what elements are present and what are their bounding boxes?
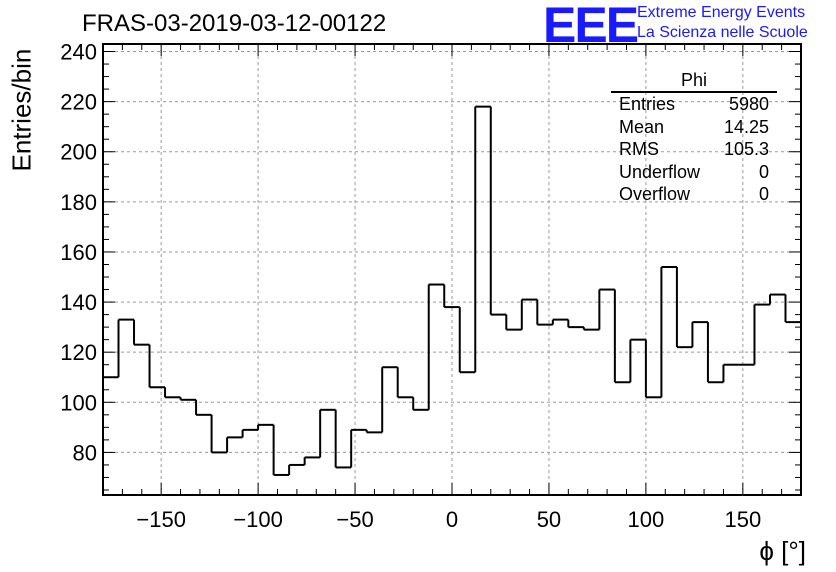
stats-value: 0 (758, 161, 769, 182)
y-tick-label: 220 (60, 90, 97, 115)
y-tick-label: 80 (73, 440, 97, 465)
x-tick-label: 0 (446, 507, 458, 532)
logo-line-2: La Scienza nelle Scuole (637, 24, 808, 41)
y-tick-label: 140 (60, 290, 97, 315)
x-tick-label: 50 (537, 507, 561, 532)
stats-row-entries: Entries 5980 (611, 93, 777, 116)
x-tick-label: −150 (136, 507, 186, 532)
x-tick-label: 150 (724, 507, 761, 532)
stats-label: Overflow (619, 184, 691, 204)
y-tick-label: 100 (60, 390, 97, 415)
stats-row-rms: RMS 105.3 (611, 138, 777, 161)
stats-value: 105.3 (723, 139, 769, 159)
x-axis-label: ϕ [°] (759, 536, 806, 566)
stats-value: 14.25 (723, 116, 769, 137)
x-tick-label: −100 (233, 507, 283, 532)
stats-row-overflow: Overflow 0 (611, 183, 777, 206)
y-tick-label: 160 (60, 240, 97, 265)
stats-box-title: Phi (611, 70, 777, 93)
stats-label: Entries (619, 94, 676, 114)
stats-value: 5980 (728, 94, 769, 114)
x-tick-label: −50 (336, 507, 373, 532)
stats-rows: Entries 5980 Mean 14.25 RMS 105.3 Underflow 0 Ov… (611, 93, 777, 206)
stats-row-mean: Mean 14.25 (611, 116, 777, 139)
y-tick-label: 180 (60, 190, 97, 215)
y-tick-label: 240 (60, 40, 97, 65)
stats-label: RMS (619, 139, 659, 159)
stats-label: Mean (619, 116, 665, 137)
stats-box: Phi Entries 5980 Mean 14.25 RMS 105.3 Underflo… (611, 70, 777, 206)
x-tick-label: 100 (628, 507, 665, 532)
stats-row-underflow: Underflow 0 (611, 161, 777, 184)
logo-line-1: Extreme Energy Events (637, 4, 806, 21)
y-tick-label: 120 (60, 340, 97, 365)
eee-logo: EEE (543, 0, 639, 53)
stats-label: Underflow (619, 161, 701, 182)
y-tick-label: 200 (60, 140, 97, 165)
stats-value: 0 (758, 184, 769, 204)
chart-title: FRAS-03-2019-03-12-00122 (82, 10, 387, 37)
